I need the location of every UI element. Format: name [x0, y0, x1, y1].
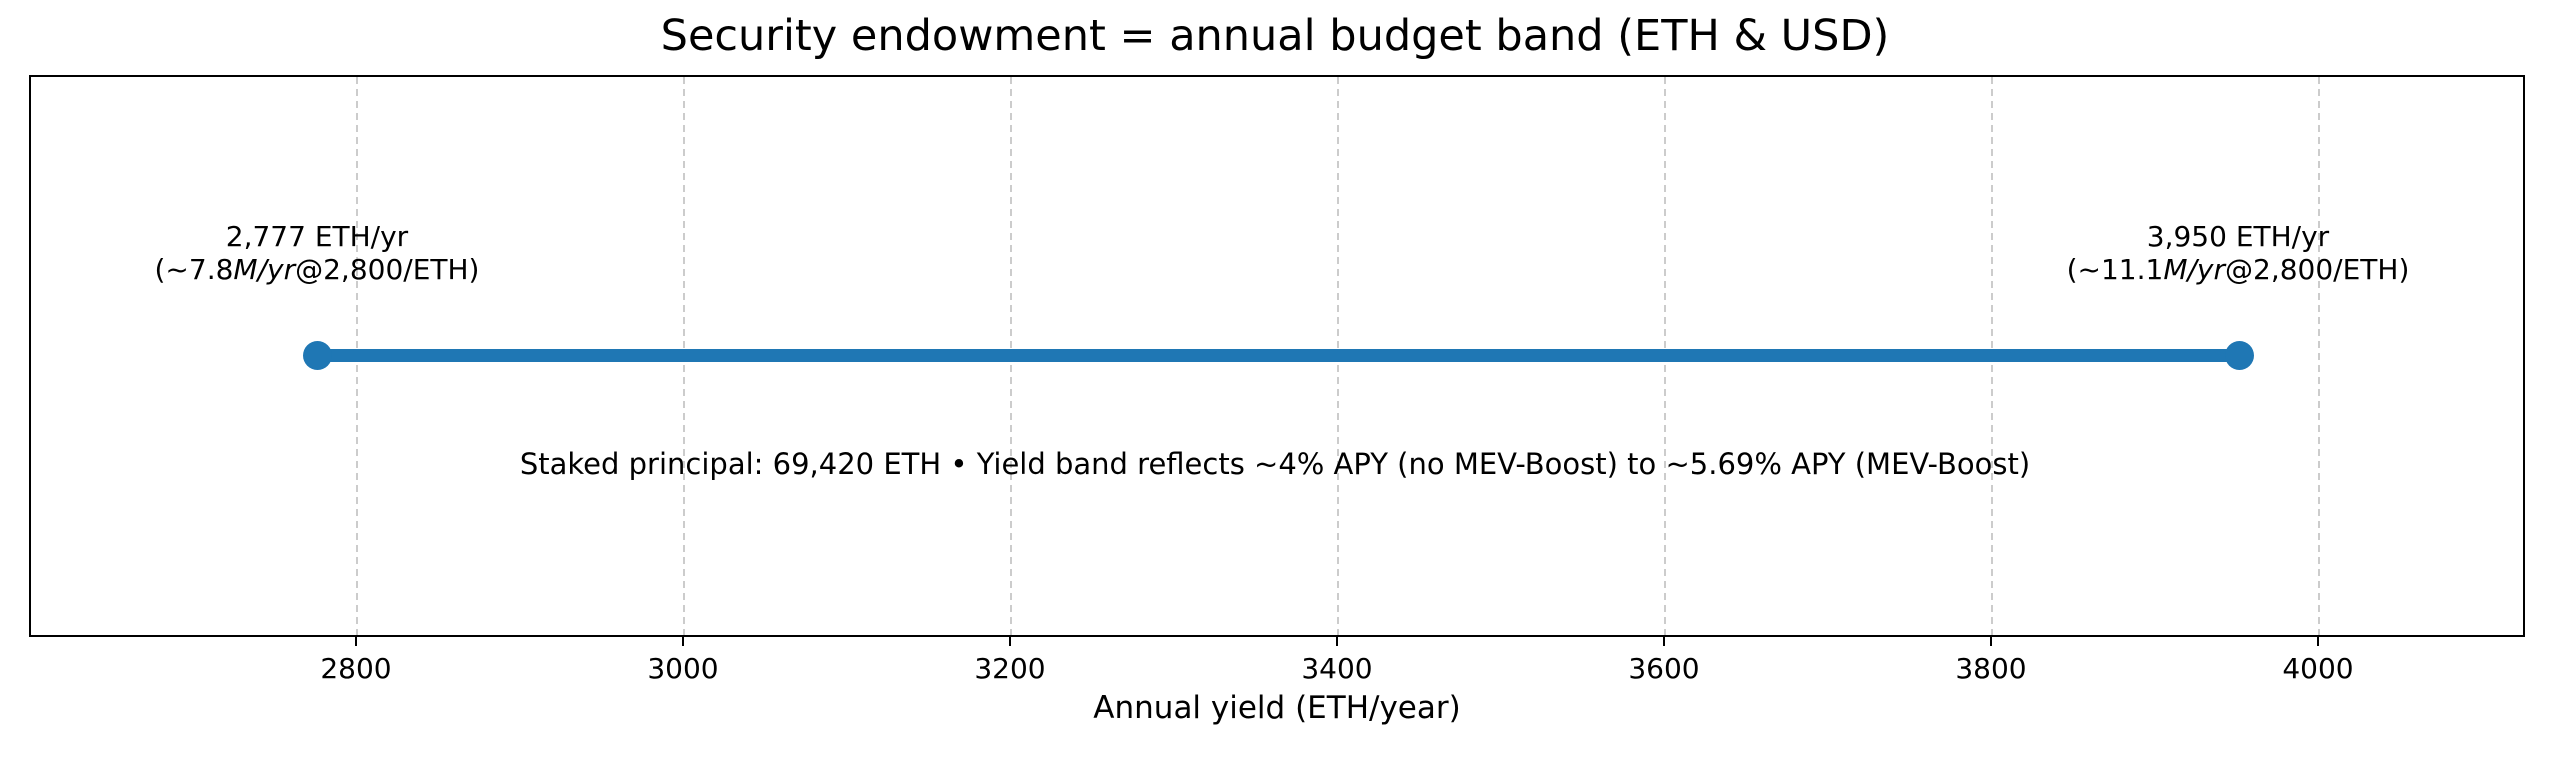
annotation-left-line1: 2,777 ETH/yr: [225, 220, 409, 253]
chart-title: Security endowment = annual budget band …: [660, 11, 1890, 61]
x-tick-label-3400: 3400: [1301, 652, 1373, 685]
annotation-right-line2: (~11.1M/yr@2,800/ETH): [2066, 253, 2410, 286]
x-tick-mark-3800: [1990, 637, 1992, 646]
gridline-4000: [2318, 77, 2320, 635]
x-tick-mark-3600: [1663, 637, 1665, 646]
annotation-right: 3,950 ETH/yr (~11.1M/yr@2,800/ETH): [2067, 220, 2410, 286]
x-tick-mark-2800: [355, 637, 357, 646]
staked-principal-note: Staked principal: 69,420 ETH • Yield ban…: [519, 447, 2031, 481]
x-tick-mark-3400: [1336, 637, 1338, 646]
plot-area: 2,777 ETH/yr (~7.8M/yr@2,800/ETH) 3,950 …: [29, 75, 2525, 637]
x-tick-mark-4000: [2317, 637, 2319, 646]
budget-band-line: [318, 349, 2239, 362]
annotation-right-line1: 3,950 ETH/yr: [2146, 220, 2330, 253]
x-tick-mark-3000: [682, 637, 684, 646]
x-tick-label-2800: 2800: [320, 652, 392, 685]
x-tick-label-3200: 3200: [974, 652, 1046, 685]
x-tick-label-4000: 4000: [2282, 652, 2354, 685]
band-marker-right: [2225, 341, 2254, 370]
x-tick-mark-3200: [1009, 637, 1011, 646]
band-marker-left: [303, 341, 332, 370]
x-tick-label-3000: 3000: [647, 652, 719, 685]
x-tick-label-3600: 3600: [1628, 652, 1700, 685]
x-axis-label: Annual yield (ETH/year): [1093, 690, 1461, 726]
annotation-left-line2: (~7.8M/yr@2,800/ETH): [154, 253, 480, 286]
annotation-left: 2,777 ETH/yr (~7.8M/yr@2,800/ETH): [155, 220, 480, 286]
x-tick-label-3800: 3800: [1955, 652, 2027, 685]
